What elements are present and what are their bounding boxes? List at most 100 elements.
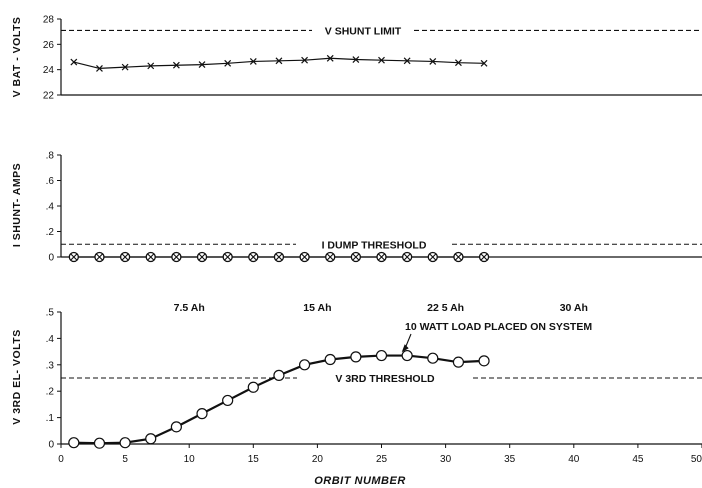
data-point-circle-x-marker — [68, 251, 79, 263]
x-tick-label: 0 — [58, 454, 64, 465]
marker-stroke — [96, 64, 103, 72]
marker-stroke — [326, 54, 334, 62]
data-point-circle-x-marker — [94, 251, 105, 263]
annotation-text: 10 WATT LOAD PLACED ON SYSTEM — [405, 321, 592, 333]
data-point-x-marker — [96, 64, 103, 72]
data-point-x-marker — [403, 57, 411, 65]
data-point-circle-x-marker — [453, 251, 464, 263]
data-point-circle-x-marker — [478, 251, 490, 263]
marker-stroke — [70, 58, 78, 66]
data-point-x-marker — [249, 58, 257, 65]
y-tick-label: .4 — [46, 202, 55, 213]
marker-stroke — [147, 253, 155, 261]
y-tick-label: .1 — [46, 413, 55, 424]
data-point-circle-x-marker — [145, 251, 156, 263]
data-point-circle-x-marker — [171, 251, 182, 263]
series-line — [73, 57, 485, 70]
data-point-circle-x-marker — [350, 251, 362, 263]
marker-stroke — [147, 62, 155, 70]
data-point-circle-marker — [247, 381, 259, 393]
data-point-circle-marker — [350, 351, 362, 363]
data-point-x-marker — [147, 62, 155, 70]
data-point-circle-marker — [222, 394, 234, 407]
data-point-x-marker — [378, 56, 385, 64]
y-tick-label: 26 — [43, 40, 55, 51]
marker-stroke — [121, 63, 129, 71]
marker-stroke — [249, 253, 257, 261]
data-point-circle-marker — [401, 349, 413, 362]
x-tick-label: 15 — [248, 454, 260, 465]
data-point-x-marker — [172, 61, 180, 69]
x-tick-label: 50 — [691, 454, 702, 465]
data-point-circle-x-marker — [376, 251, 387, 263]
y-axis-label: V 3RD EL- VOLTS — [11, 329, 23, 424]
marker-stroke — [352, 56, 360, 63]
x-tick-label: 30 — [440, 454, 452, 465]
data-point-circle-marker — [93, 437, 106, 449]
data-point-circle-marker — [68, 437, 80, 449]
chart-labels: 22 24 26 28 V BAT - VOLTS V SHUNT LIMIT 0 .2 .4.… — [11, 15, 702, 488]
data-point-circle-x-marker — [119, 251, 131, 263]
data-point-circle-marker — [452, 356, 465, 368]
data-point-circle-marker — [324, 353, 336, 366]
data-point-circle-marker — [427, 352, 439, 364]
data-point-x-marker — [301, 56, 309, 64]
data-point-circle-marker — [145, 433, 157, 445]
marker-stroke — [326, 253, 334, 261]
x-tick-label: 10 — [184, 454, 196, 465]
data-point-circle-x-marker — [325, 251, 336, 263]
y-tick-label: .2 — [46, 387, 55, 398]
x-tick-label: 5 — [122, 454, 128, 465]
marker-stroke — [121, 253, 129, 261]
reference-line-label: V 3RD THRESHOLD — [335, 373, 435, 385]
marker-stroke — [429, 253, 437, 261]
y-tick-label: .2 — [46, 227, 55, 238]
y-tick-label: .4 — [46, 334, 55, 345]
data-point-circle-marker — [375, 349, 388, 362]
data-point-x-marker — [121, 63, 129, 71]
capacity-label: 15 Ah — [303, 302, 331, 314]
marker-stroke — [172, 253, 180, 261]
data-point-x-marker — [326, 54, 334, 62]
data-point-circle-x-marker — [222, 251, 233, 263]
y-tick-label: .5 — [46, 308, 55, 319]
data-point-circle-x-marker — [299, 251, 310, 263]
data-point-circle-marker — [478, 355, 490, 367]
data-point-x-marker — [454, 59, 462, 67]
data-point-circle-marker — [119, 437, 131, 449]
x-axis-label: ORBIT NUMBER — [314, 475, 406, 487]
y-tick-label: 0 — [48, 253, 54, 264]
data-point-circle-x-marker — [401, 251, 413, 263]
data-point-circle-x-marker — [273, 251, 285, 263]
data-point-circle-x-marker — [248, 251, 259, 263]
data-point-x-marker — [198, 61, 206, 69]
y-tick-label: .3 — [46, 360, 55, 371]
x-tick-label: 45 — [632, 454, 644, 465]
data-point-circle-marker — [170, 421, 182, 433]
marker-stroke — [480, 253, 488, 261]
data-point-x-marker — [480, 59, 488, 67]
marker-stroke — [275, 57, 283, 65]
data-point-x-marker — [70, 58, 78, 66]
reference-line-label: V SHUNT LIMIT — [325, 25, 402, 37]
marker-stroke — [198, 253, 206, 261]
data-point-circle-marker — [298, 359, 311, 371]
data-point-circle-marker — [196, 408, 208, 420]
x-tick-label: 25 — [376, 454, 388, 465]
y-tick-label: .8 — [46, 151, 55, 162]
data-point-x-marker — [224, 59, 232, 67]
marker-stroke — [352, 253, 360, 261]
x-tick-label: 20 — [312, 454, 324, 465]
marker-stroke — [224, 253, 232, 261]
y-tick-label: .6 — [46, 176, 55, 187]
data-point-circle-x-marker — [196, 251, 208, 263]
annotation-arrowhead — [401, 344, 409, 353]
reference-line-label: I DUMP THRESHOLD — [322, 239, 427, 251]
marker-stroke — [172, 61, 180, 69]
capacity-label: 22 5 Ah — [427, 302, 464, 314]
data-point-x-marker — [429, 58, 437, 65]
series-line — [73, 354, 485, 445]
y-axis-label: I SHUNT- AMPS — [11, 163, 23, 247]
y-tick-label: 24 — [43, 65, 55, 76]
